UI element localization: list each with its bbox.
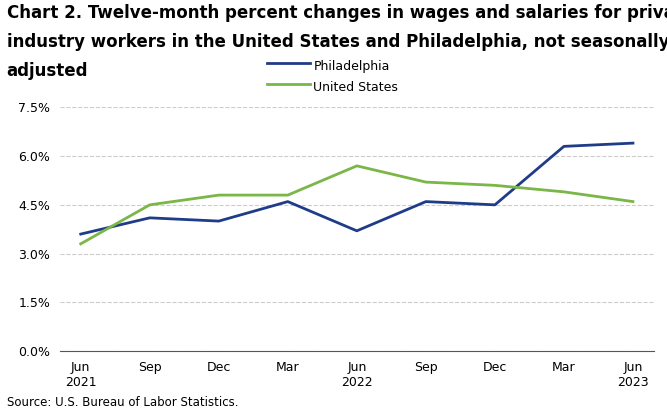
Philadelphia <box>146 215 154 220</box>
Philadelphia <box>491 202 499 207</box>
Text: Philadelphia: Philadelphia <box>313 60 390 73</box>
Philadelphia <box>77 232 85 237</box>
Text: Chart 2. Twelve-month percent changes in wages and salaries for private: Chart 2. Twelve-month percent changes in… <box>7 4 667 22</box>
Text: industry workers in the United States and Philadelphia, not seasonally: industry workers in the United States an… <box>7 33 667 51</box>
United States <box>560 190 568 195</box>
Philadelphia <box>422 199 430 204</box>
United States <box>422 180 430 185</box>
Philadelphia <box>215 218 223 223</box>
Philadelphia <box>353 228 361 233</box>
United States <box>284 192 292 197</box>
Philadelphia <box>560 144 568 149</box>
Philadelphia <box>284 199 292 204</box>
United States <box>491 183 499 188</box>
Line: Philadelphia: Philadelphia <box>81 143 633 234</box>
United States <box>353 164 361 169</box>
Text: adjusted: adjusted <box>7 62 88 80</box>
Philadelphia <box>629 141 637 146</box>
United States <box>629 199 637 204</box>
Line: United States: United States <box>81 166 633 244</box>
United States <box>77 241 85 246</box>
Text: Source: U.S. Bureau of Labor Statistics.: Source: U.S. Bureau of Labor Statistics. <box>7 396 238 409</box>
United States <box>146 202 154 207</box>
Text: United States: United States <box>313 81 398 93</box>
United States <box>215 192 223 197</box>
